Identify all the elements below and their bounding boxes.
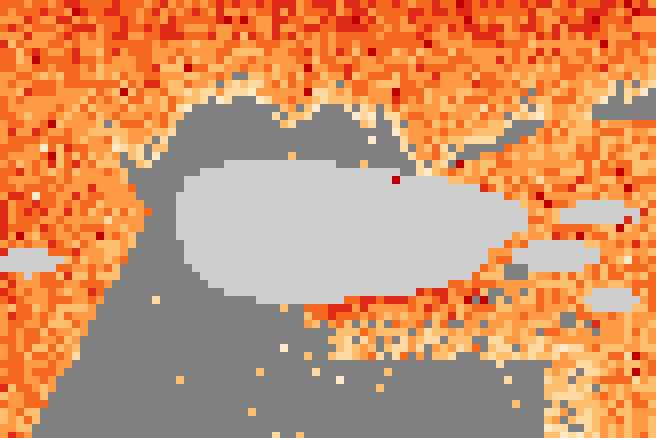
map-raster-view[interactable] (0, 0, 656, 438)
raster-heatmap-canvas (0, 0, 656, 438)
